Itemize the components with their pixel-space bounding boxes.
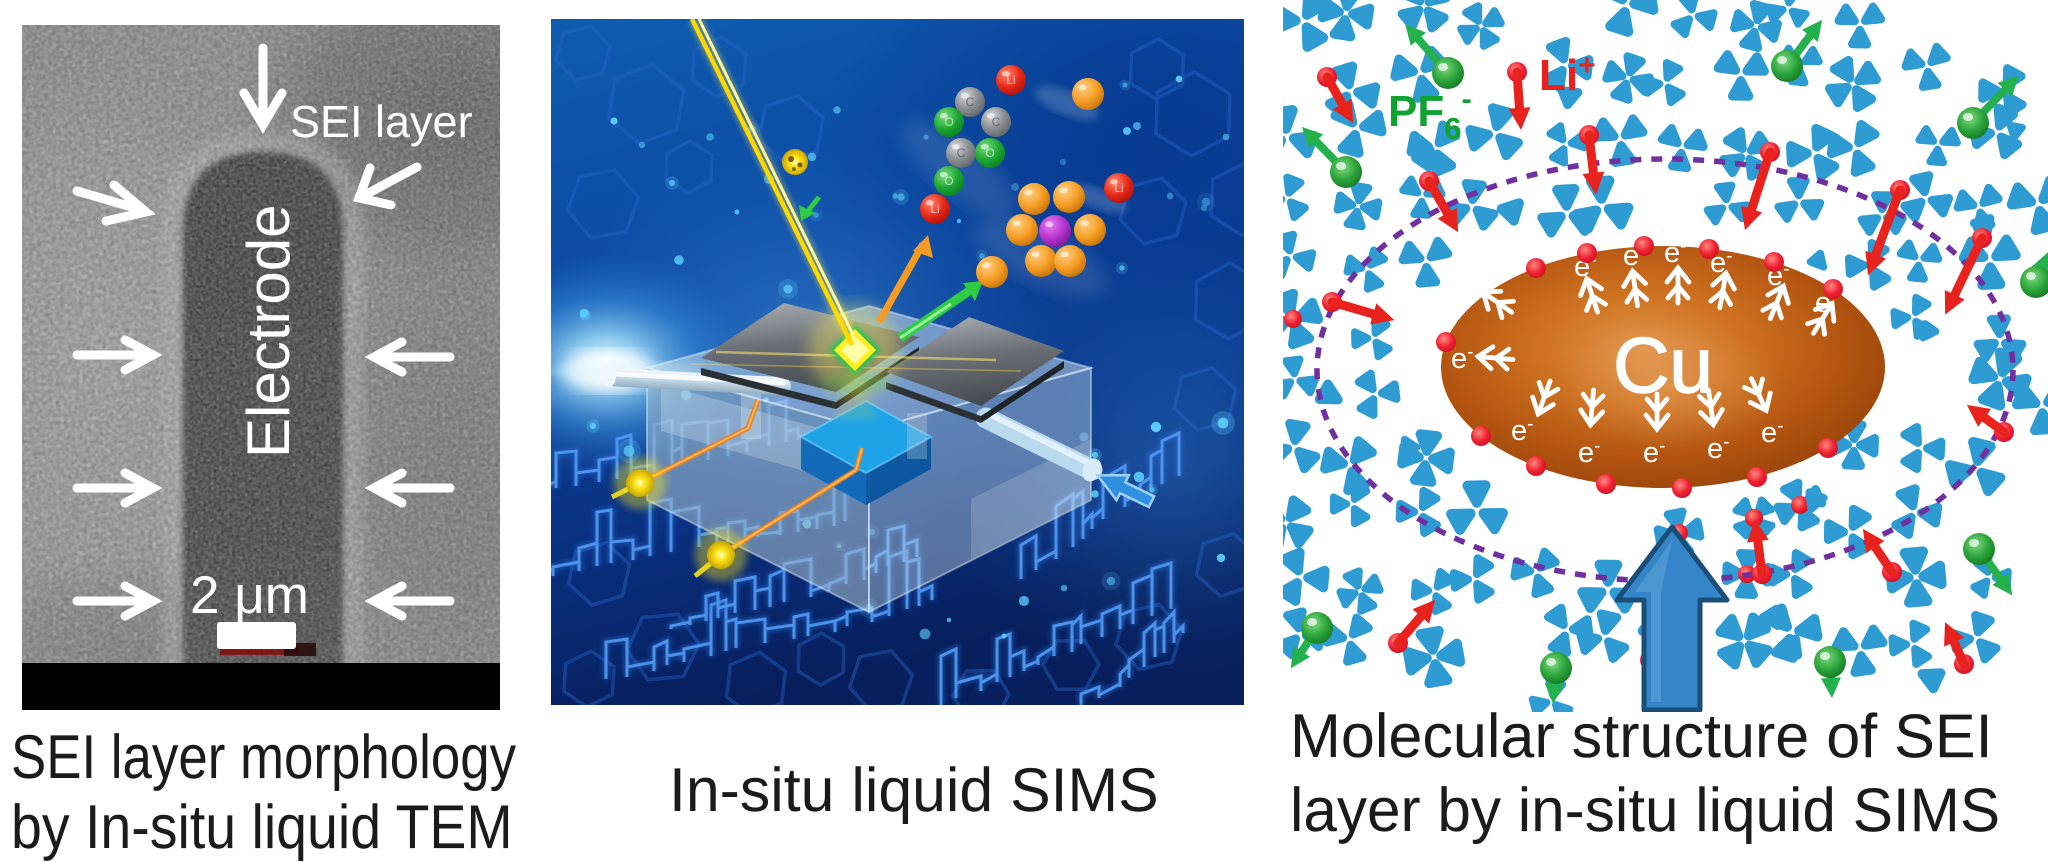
svg-text:SEI layer: SEI layer	[290, 96, 473, 147]
svg-text:Electrode: Electrode	[235, 205, 302, 458]
svg-text:O: O	[944, 115, 953, 129]
svg-text:Li: Li	[1006, 73, 1015, 87]
svg-text:Li: Li	[1114, 181, 1123, 195]
svg-text:C: C	[966, 95, 975, 109]
svg-text:Cu: Cu	[1613, 321, 1713, 409]
svg-text:C: C	[992, 115, 1001, 129]
svg-text:O: O	[985, 146, 994, 160]
svg-text:Li: Li	[930, 202, 939, 216]
svg-text:O: O	[944, 174, 953, 188]
svg-text:C: C	[957, 146, 966, 160]
svg-text:2 μm: 2 μm	[190, 566, 309, 625]
